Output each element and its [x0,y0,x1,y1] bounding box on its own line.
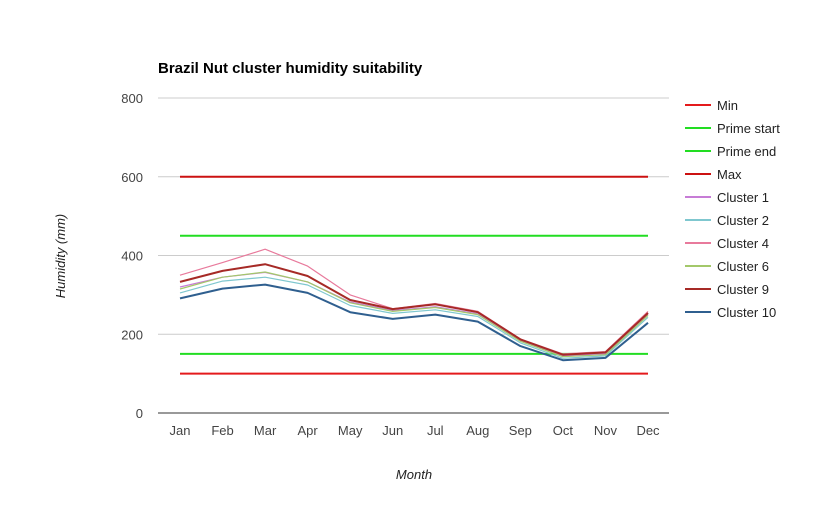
x-tick-label: Feb [211,423,233,438]
x-tick-label: Apr [298,423,319,438]
x-tick-label: Nov [594,423,618,438]
legend-entry: Min [717,98,738,113]
y-axis-label: Humidity (mm) [53,214,68,299]
y-tick-label: 400 [121,249,143,264]
series-line-cluster-4 [179,248,649,355]
y-tick-label: 800 [121,91,143,106]
legend: Min Prime start Prime end Max Cluster 1 Clust… [685,98,780,320]
series-lines [179,175,649,375]
y-axis-ticks: 0 200 400 600 800 [121,91,143,421]
x-tick-label: Jul [427,423,444,438]
legend-entry: Cluster 6 [717,259,769,274]
x-tick-label: Oct [553,423,574,438]
x-tick-label: Jun [382,423,403,438]
x-tick-label: Sep [509,423,532,438]
y-tick-label: 200 [121,327,143,342]
x-tick-label: Aug [466,423,489,438]
legend-entry: Cluster 2 [717,213,769,228]
x-tick-label: Jan [170,423,191,438]
legend-entry: Prime end [717,144,776,159]
series-line-cluster-1 [179,271,649,357]
x-tick-label: May [338,423,363,438]
series-line-cluster-2 [179,276,649,359]
gridlines [158,97,669,335]
x-axis-ticks: Jan Feb Mar Apr May Jun Jul Aug Sep Oct Nov Dec [170,423,661,438]
legend-entry: Cluster 10 [717,305,776,320]
x-axis-label: Month [396,467,432,482]
legend-entry: Max [717,167,742,182]
series-line-cluster-9 [179,263,649,356]
chart-title: Brazil Nut cluster humidity suitability [158,60,423,77]
legend-entry: Cluster 9 [717,282,769,297]
legend-entry: Cluster 1 [717,190,769,205]
x-tick-label: Mar [254,423,277,438]
series-line-cluster-6 [179,271,649,358]
legend-entry: Cluster 4 [717,236,769,251]
y-tick-label: 0 [136,406,143,421]
legend-entry: Prime start [717,121,780,136]
y-tick-label: 600 [121,170,143,185]
x-tick-label: Dec [636,423,660,438]
series-line-cluster-10 [179,283,649,362]
